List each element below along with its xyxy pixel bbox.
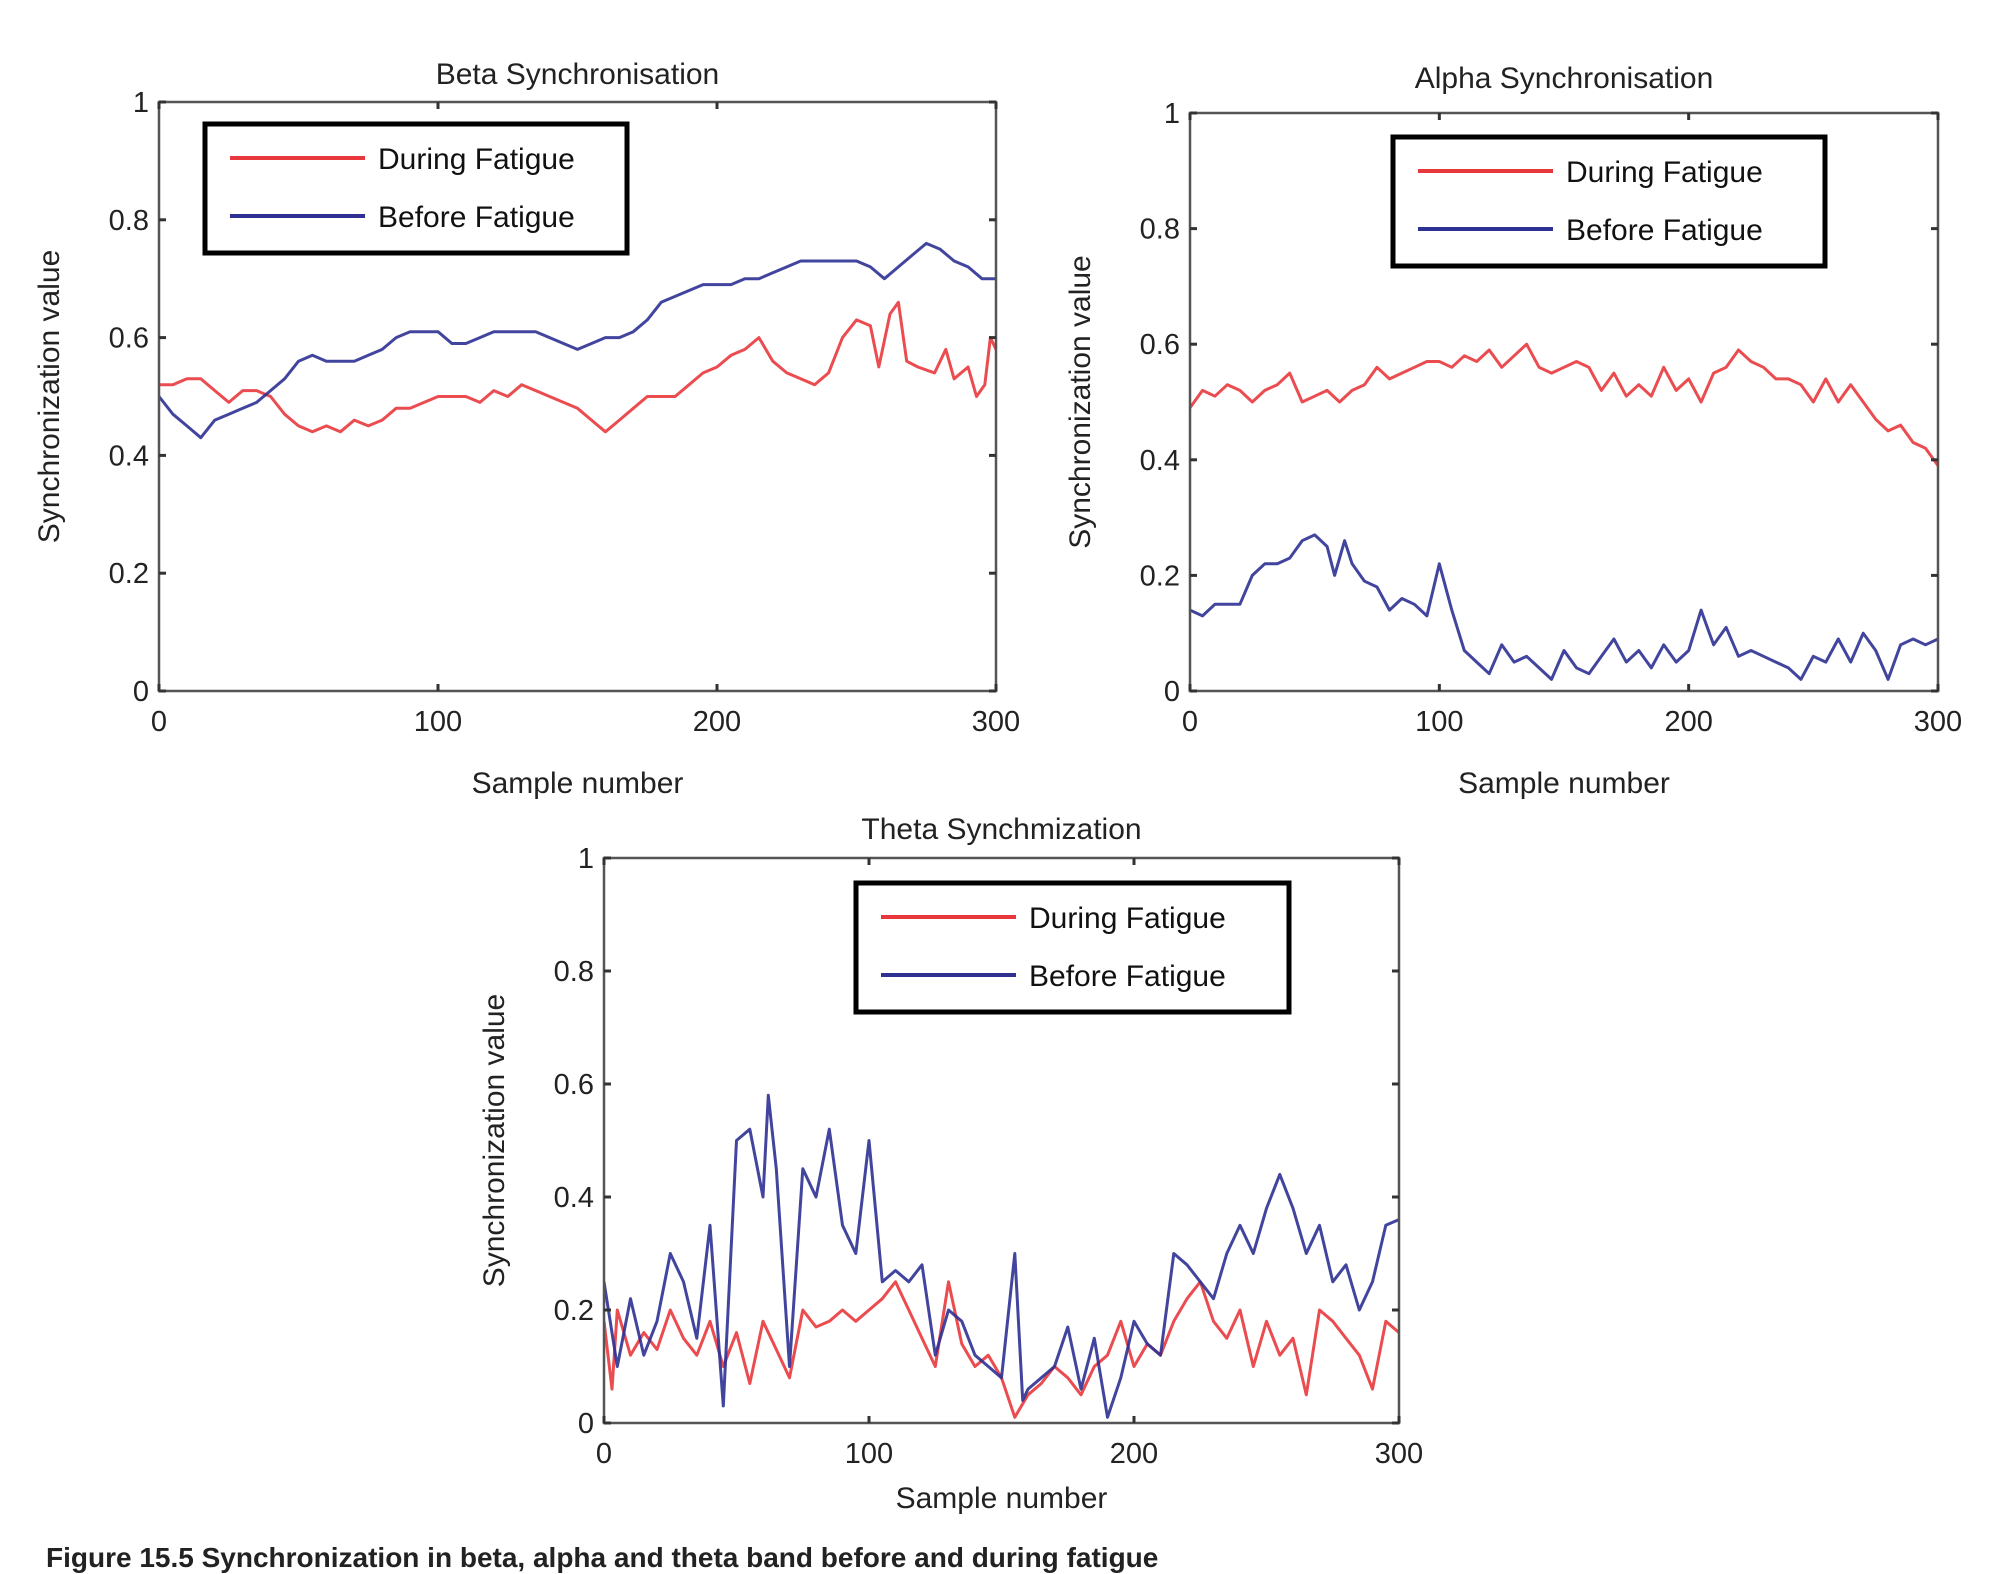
legend-label: Before Fatigue bbox=[1029, 960, 1226, 993]
series-line-before-fatigue bbox=[1190, 533, 1938, 681]
y-tick-label: 0.8 bbox=[1140, 214, 1180, 246]
y-tick-label: 0.2 bbox=[109, 558, 149, 590]
chart-title: Theta Synchmization bbox=[861, 813, 1141, 846]
y-tick-label: 0.4 bbox=[1140, 445, 1180, 477]
y-tick-label: 0.6 bbox=[109, 323, 149, 355]
legend-label: During Fatigue bbox=[1566, 156, 1763, 189]
series-line-during-fatigue bbox=[1190, 342, 1938, 467]
alpha-chart: 0 100 200 300 0 0.2 0.4 0.6 0.8 1 Alpha Synchronis… bbox=[1064, 62, 1962, 800]
legend-box bbox=[1390, 134, 1828, 269]
series-line-during-fatigue bbox=[159, 300, 996, 434]
y-tick-label: 0 bbox=[133, 676, 149, 708]
x-tick-label: 0 bbox=[151, 706, 167, 738]
chart-title: Beta Synchronisation bbox=[436, 58, 720, 91]
legend: During Fatigue Before Fatigue bbox=[202, 121, 630, 256]
x-tick-label: 200 bbox=[1110, 1438, 1158, 1470]
y-tick-label: 1 bbox=[133, 87, 149, 119]
series-line-before-fatigue bbox=[604, 1093, 1399, 1419]
theta-chart: 0 100 200 300 0 0.2 0.4 0.6 0.8 1 Theta Synchmizat… bbox=[478, 813, 1423, 1515]
x-tick-label: 0 bbox=[596, 1438, 612, 1470]
y-tick-label: 1 bbox=[578, 843, 594, 875]
y-tick-label: 0 bbox=[1164, 676, 1180, 708]
beta-chart: 0 100 200 300 0 0.2 0.4 0.6 0.8 1 Beta Synchronisa… bbox=[33, 58, 1020, 800]
x-tick-label: 200 bbox=[1664, 706, 1712, 738]
x-tick-label: 300 bbox=[1914, 706, 1962, 738]
x-axis-label: Sample number bbox=[472, 767, 684, 800]
y-tick-label: 0.8 bbox=[109, 205, 149, 237]
legend-label: Before Fatigue bbox=[1566, 214, 1763, 247]
y-tick-label: 0.6 bbox=[1140, 329, 1180, 361]
x-tick-label: 100 bbox=[414, 706, 462, 738]
y-axis-label: Synchronization value bbox=[1064, 255, 1097, 549]
y-tick-label: 0.4 bbox=[109, 440, 149, 472]
y-tick-label: 0.2 bbox=[1140, 560, 1180, 592]
x-tick-label: 300 bbox=[972, 706, 1020, 738]
x-tick-label: 100 bbox=[1415, 706, 1463, 738]
x-tick-label: 200 bbox=[693, 706, 741, 738]
x-axis-label: Sample number bbox=[1458, 767, 1670, 800]
plot-frame bbox=[157, 100, 998, 693]
legend-label: During Fatigue bbox=[378, 143, 575, 176]
series-line-before-fatigue bbox=[159, 241, 996, 440]
plot-frame bbox=[602, 856, 1401, 1425]
y-tick-label: 0.4 bbox=[554, 1182, 594, 1214]
x-tick-label: 100 bbox=[845, 1438, 893, 1470]
y-tick-label: 0.2 bbox=[554, 1295, 594, 1327]
legend-label: Before Fatigue bbox=[378, 201, 575, 234]
chart-title: Alpha Synchronisation bbox=[1415, 62, 1714, 95]
y-tick-label: 0 bbox=[578, 1408, 594, 1440]
figure-caption: Figure 15.5 Synchronization in beta, alp… bbox=[46, 1542, 1159, 1573]
legend-label: During Fatigue bbox=[1029, 902, 1226, 935]
legend: During Fatigue Before Fatigue bbox=[853, 880, 1292, 1015]
legend-box bbox=[853, 880, 1292, 1015]
y-axis-label: Synchronization value bbox=[33, 250, 66, 544]
x-tick-label: 0 bbox=[1182, 706, 1198, 738]
y-tick-label: 0.8 bbox=[554, 956, 594, 988]
legend: During Fatigue Before Fatigue bbox=[1390, 134, 1828, 269]
y-axis-label: Synchronization value bbox=[478, 994, 511, 1288]
plot-frame bbox=[1188, 111, 1940, 693]
x-axis-label: Sample number bbox=[896, 1482, 1108, 1515]
x-tick-label: 300 bbox=[1375, 1438, 1423, 1470]
y-tick-label: 0.6 bbox=[554, 1069, 594, 1101]
legend-box bbox=[202, 121, 630, 256]
y-tick-label: 1 bbox=[1164, 98, 1180, 130]
